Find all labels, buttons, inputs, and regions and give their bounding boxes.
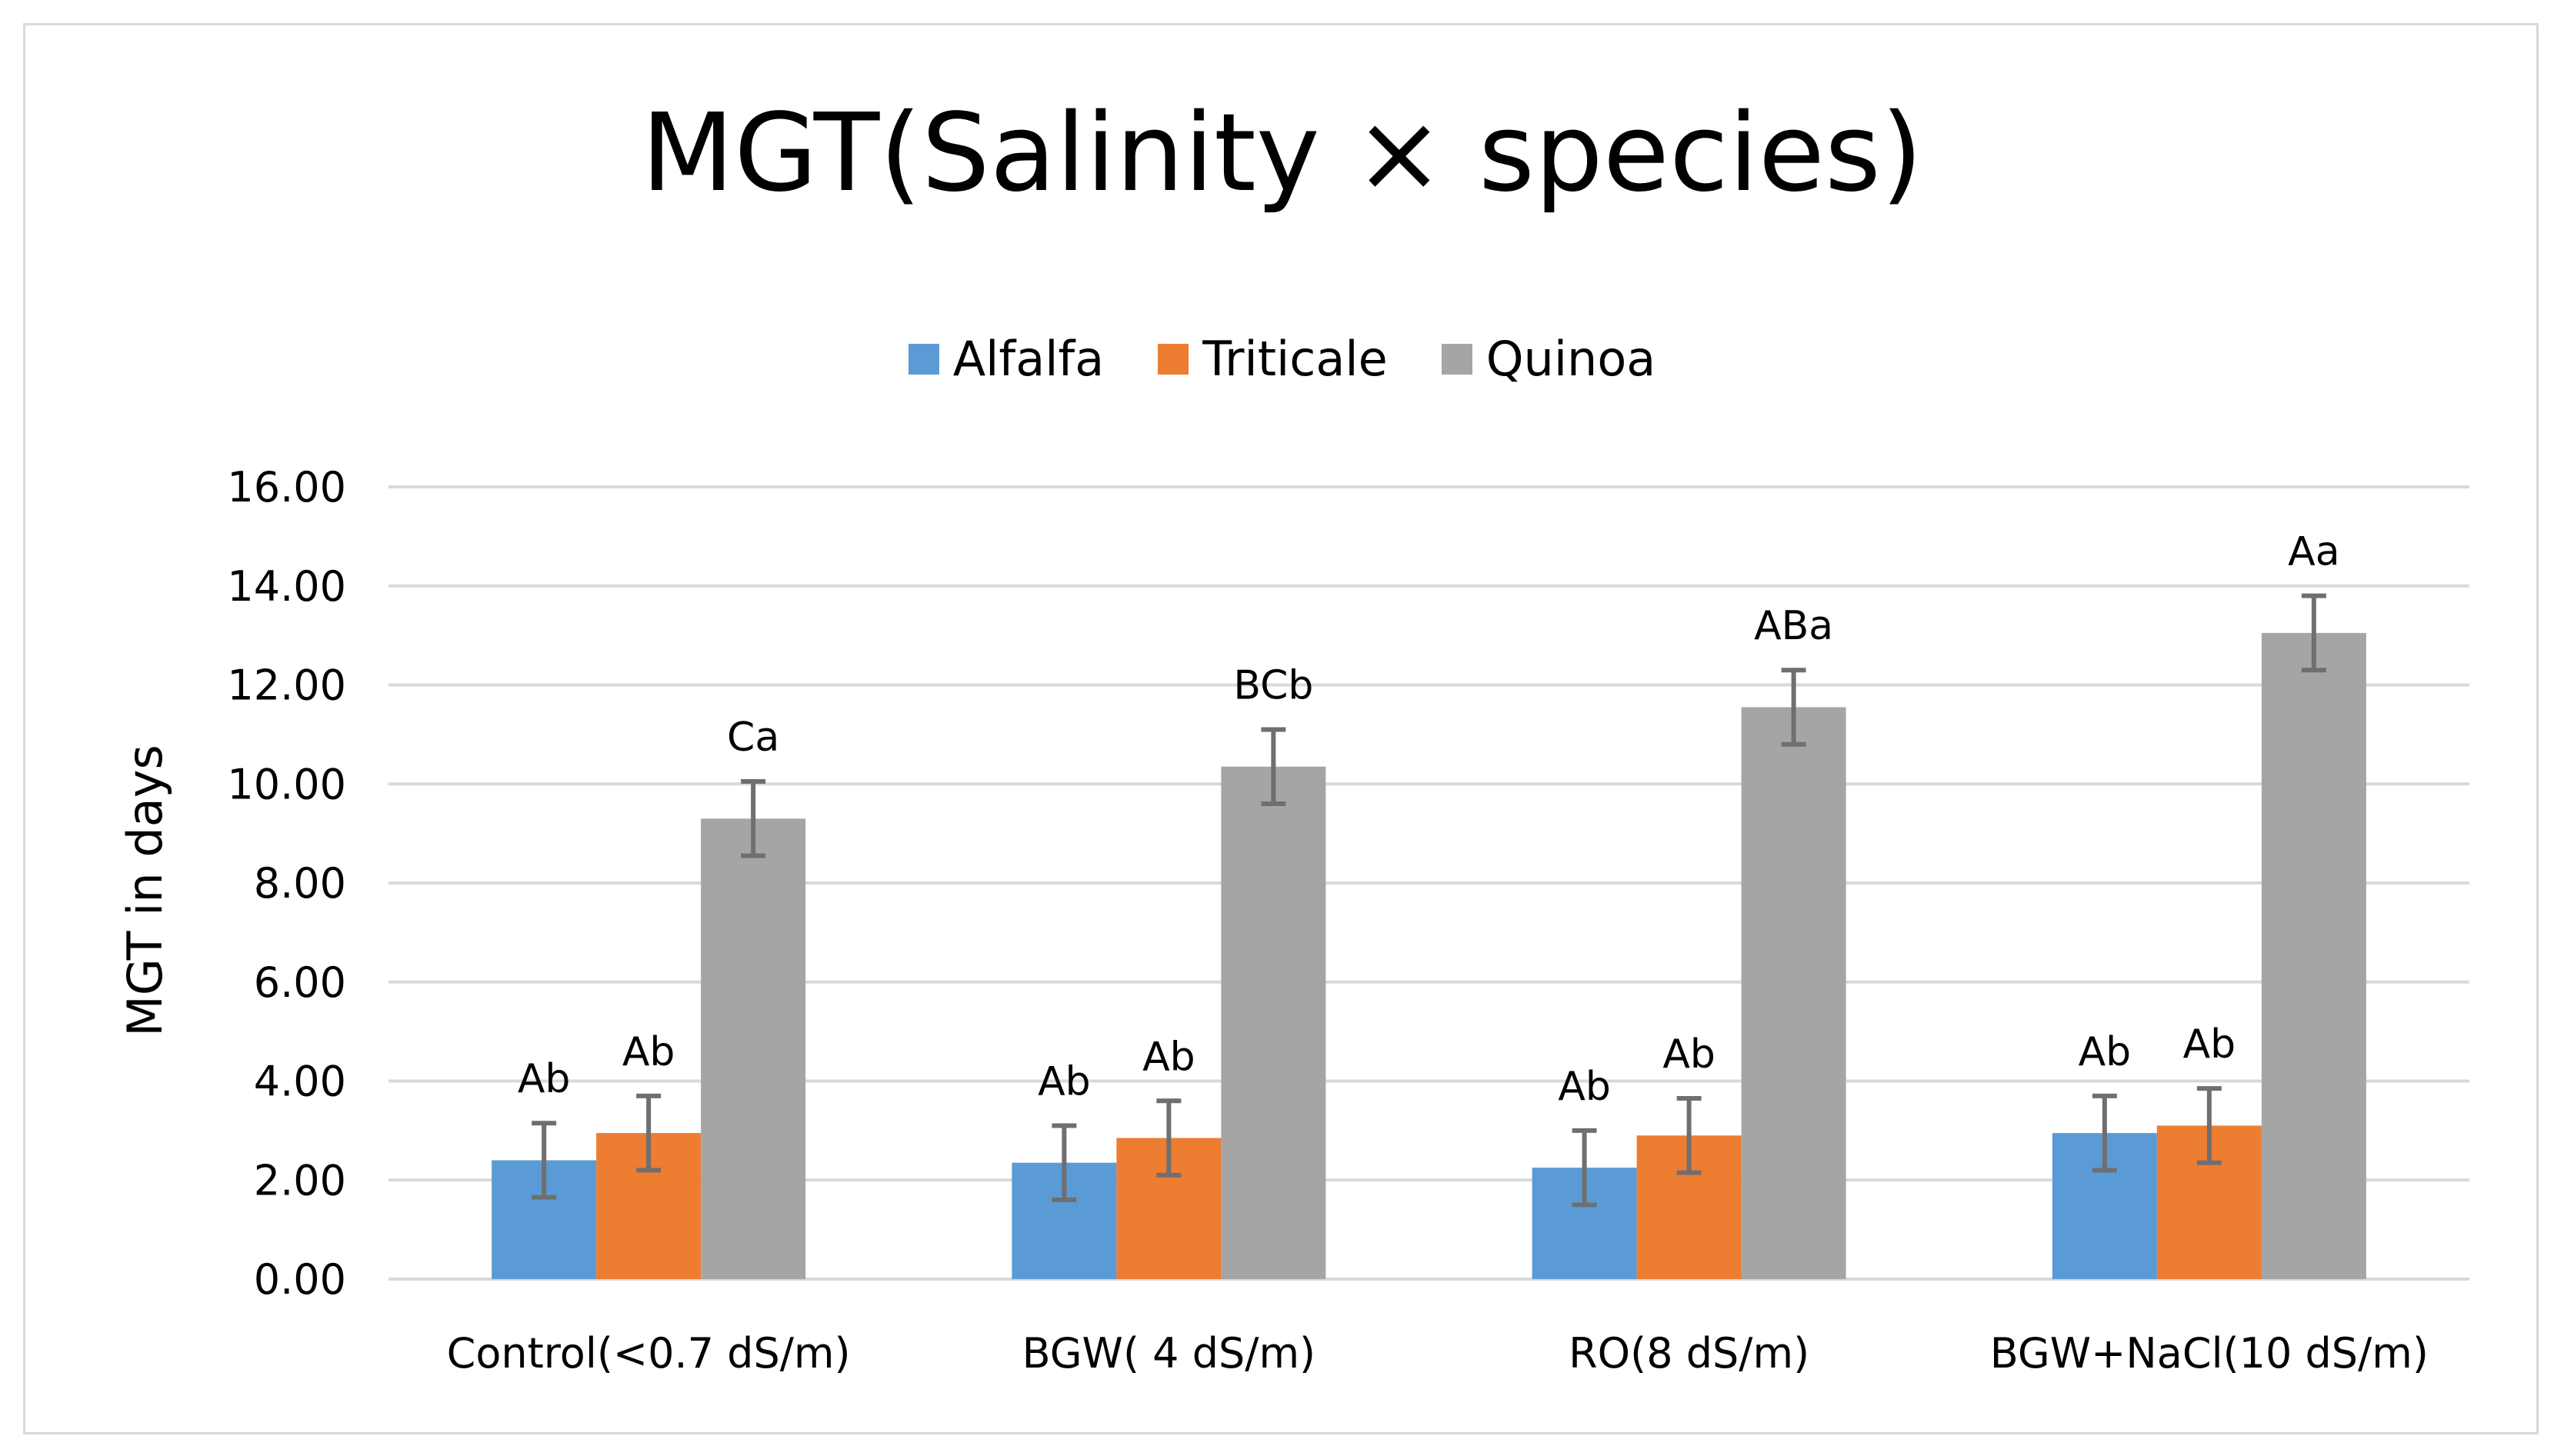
y-tick-label: 8.00: [254, 859, 346, 908]
data-label: Ab: [518, 1056, 571, 1102]
legend-label-alfalfa: Alfalfa: [952, 331, 1105, 387]
data-label: Ca: [727, 715, 779, 761]
data-label: Ab: [1662, 1031, 1715, 1078]
legend: Alfalfa Triticale Quinoa: [0, 331, 2564, 387]
bar-quinoa-2: [1741, 707, 1846, 1279]
data-label: ABa: [1754, 603, 1833, 649]
data-label: Ab: [1038, 1058, 1091, 1104]
y-tick-label: 16.00: [227, 463, 346, 511]
bar-quinoa-3: [2261, 632, 2366, 1279]
data-label: Ab: [1142, 1034, 1195, 1080]
y-tick-label: 14.00: [227, 562, 346, 611]
y-tick-label: 0.00: [254, 1255, 346, 1304]
y-tick-label: 12.00: [227, 661, 346, 710]
legend-swatch-alfalfa: [908, 343, 939, 375]
y-tick-label: 2.00: [254, 1156, 346, 1204]
data-label: Ab: [2079, 1029, 2132, 1075]
y-tick-label: 4.00: [254, 1058, 346, 1106]
data-label: Aa: [2288, 529, 2339, 575]
legend-swatch-quinoa: [1441, 343, 1472, 375]
data-label: BCb: [1233, 662, 1313, 708]
legend-label-triticale: Triticale: [1202, 331, 1388, 387]
legend-swatch-triticale: [1158, 343, 1189, 375]
x-category-label: RO(8 dS/m): [1569, 1329, 1809, 1378]
x-category-label: Control(<0.7 dS/m): [447, 1329, 851, 1378]
x-category-label: BGW( 4 dS/m): [1022, 1329, 1316, 1378]
chart-title: MGT(Salinity × species): [641, 91, 1923, 216]
legend-item-triticale: Triticale: [1158, 331, 1388, 387]
legend-item-quinoa: Quinoa: [1441, 331, 1656, 387]
data-label: Ab: [622, 1029, 675, 1075]
data-label: Ab: [2183, 1021, 2236, 1068]
y-tick-label: 6.00: [254, 958, 346, 1007]
y-axis-title: MGT in days: [117, 745, 173, 1036]
legend-item-alfalfa: Alfalfa: [908, 331, 1105, 387]
data-label: Ab: [1558, 1064, 1611, 1110]
y-tick-label: 10.00: [227, 760, 346, 808]
legend-label-quinoa: Quinoa: [1485, 331, 1656, 387]
bar-quinoa-1: [1221, 766, 1326, 1279]
bar-quinoa-0: [701, 818, 806, 1279]
x-category-label: BGW+NaCl(10 dS/m): [1990, 1329, 2429, 1378]
